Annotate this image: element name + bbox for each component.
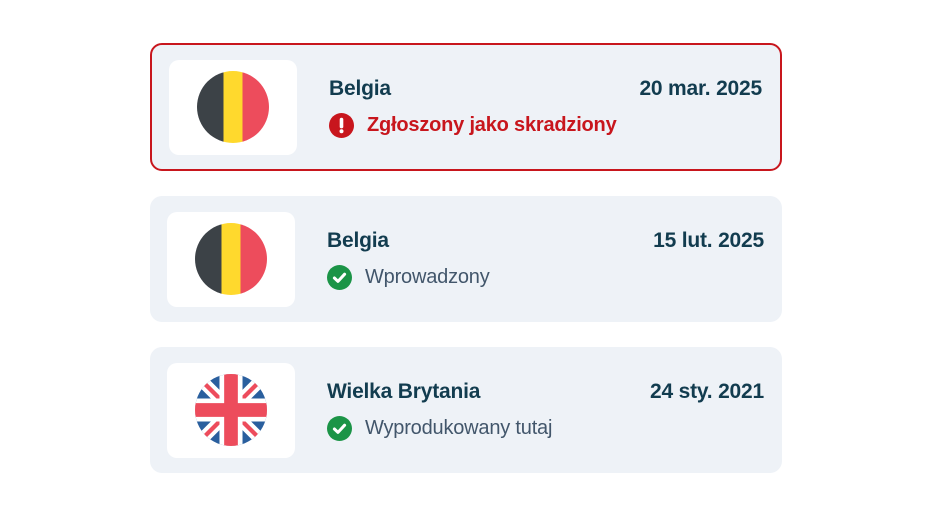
card-content: Wielka Brytania 24 sty. 2021 Wyprodukowa… (327, 380, 764, 441)
card-content: Belgia 15 lut. 2025 Wprowadzony (327, 229, 764, 290)
belgium-flag-icon (195, 223, 267, 295)
flag-tile (167, 362, 295, 458)
event-date: 20 mar. 2025 (639, 76, 762, 100)
history-card-imported[interactable]: Belgia 15 lut. 2025 Wprowadzony (150, 196, 782, 322)
belgium-flag-icon (197, 71, 269, 143)
history-card-stolen[interactable]: Belgia 20 mar. 2025 Zgłoszony jako skrad… (150, 43, 782, 171)
check-circle-icon (327, 415, 352, 441)
status-label: Wyprodukowany tutaj (365, 416, 553, 439)
vehicle-history-list: Belgia 20 mar. 2025 Zgłoszony jako skrad… (150, 43, 782, 498)
event-date: 24 sty. 2021 (650, 379, 764, 403)
exclamation-circle-icon (329, 112, 354, 138)
flag-tile (169, 59, 297, 155)
card-content: Belgia 20 mar. 2025 Zgłoszony jako skrad… (329, 77, 762, 138)
flag-tile (167, 211, 295, 307)
country-name: Wielka Brytania (327, 379, 481, 403)
uk-flag-icon (195, 374, 267, 446)
status-label: Wprowadzony (365, 265, 490, 288)
country-name: Belgia (327, 228, 389, 252)
check-circle-icon (327, 264, 352, 290)
country-name: Belgia (329, 76, 391, 100)
status-label: Zgłoszony jako skradziony (367, 113, 617, 136)
history-card-produced[interactable]: Wielka Brytania 24 sty. 2021 Wyprodukowa… (150, 347, 782, 473)
event-date: 15 lut. 2025 (653, 228, 764, 252)
